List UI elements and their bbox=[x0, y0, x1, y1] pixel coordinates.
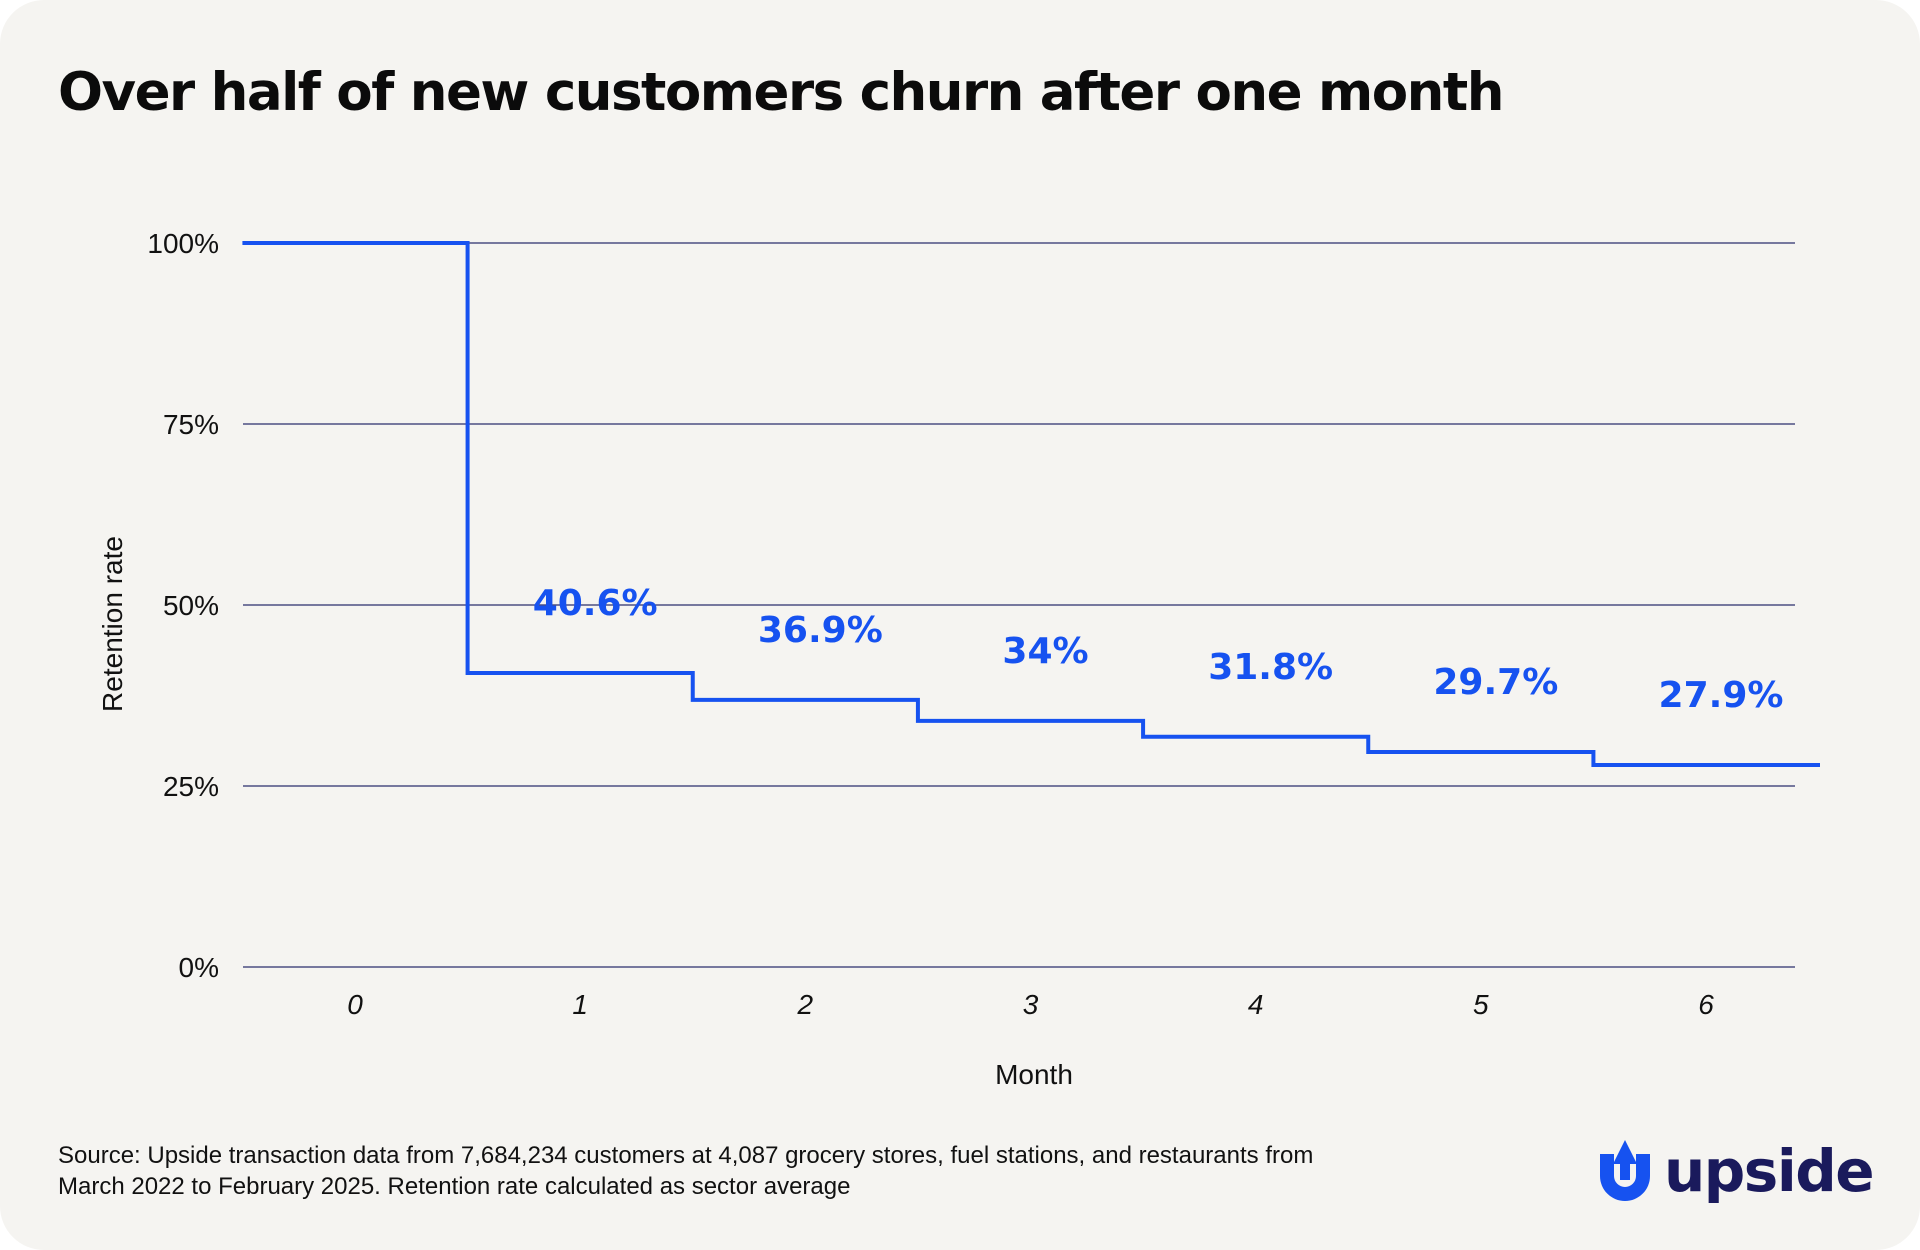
logo-wordmark: upside bbox=[1664, 1137, 1875, 1205]
data-labels: 40.6% 36.9% 34% 31.8% 29.7% 27.9% bbox=[533, 583, 1784, 716]
y-tick-label: 25% bbox=[163, 771, 219, 802]
data-label: 27.9% bbox=[1659, 675, 1784, 716]
y-tick-labels: 0% 25% 50% 75% 100% bbox=[147, 228, 219, 983]
x-tick-label: 0 bbox=[347, 989, 363, 1020]
x-axis-label: Month bbox=[995, 1059, 1073, 1090]
data-label: 40.6% bbox=[533, 583, 658, 624]
retention-step-line bbox=[242, 241, 1820, 768]
series-lines bbox=[242, 241, 1820, 768]
data-label: 36.9% bbox=[758, 610, 883, 651]
y-tick-label: 100% bbox=[147, 228, 219, 259]
y-tick-label: 50% bbox=[163, 590, 219, 621]
x-tick-label: 1 bbox=[572, 989, 588, 1020]
y-tick-label: 0% bbox=[179, 952, 219, 983]
x-tick-labels: 0 1 2 3 4 5 6 bbox=[347, 989, 1714, 1020]
x-tick-label: 6 bbox=[1698, 989, 1714, 1020]
y-axis-label: Retention rate bbox=[97, 536, 128, 712]
x-tick-label: 3 bbox=[1023, 989, 1039, 1020]
source-note: Source: Upside transaction data from 7,6… bbox=[58, 1142, 1314, 1200]
data-label: 31.8% bbox=[1208, 647, 1333, 688]
x-tick-label: 5 bbox=[1473, 989, 1489, 1020]
data-label: 29.7% bbox=[1433, 662, 1558, 703]
upside-logo: upside bbox=[1594, 1137, 1875, 1205]
upside-arrow-icon bbox=[1600, 1140, 1650, 1201]
data-label: 34% bbox=[1002, 631, 1088, 672]
x-tick-label: 2 bbox=[797, 989, 814, 1020]
grid-lines bbox=[243, 242, 1795, 968]
y-tick-label: 75% bbox=[163, 409, 219, 440]
chart-title: Over half of new customers churn after o… bbox=[58, 62, 1504, 123]
x-tick-label: 4 bbox=[1248, 989, 1264, 1020]
